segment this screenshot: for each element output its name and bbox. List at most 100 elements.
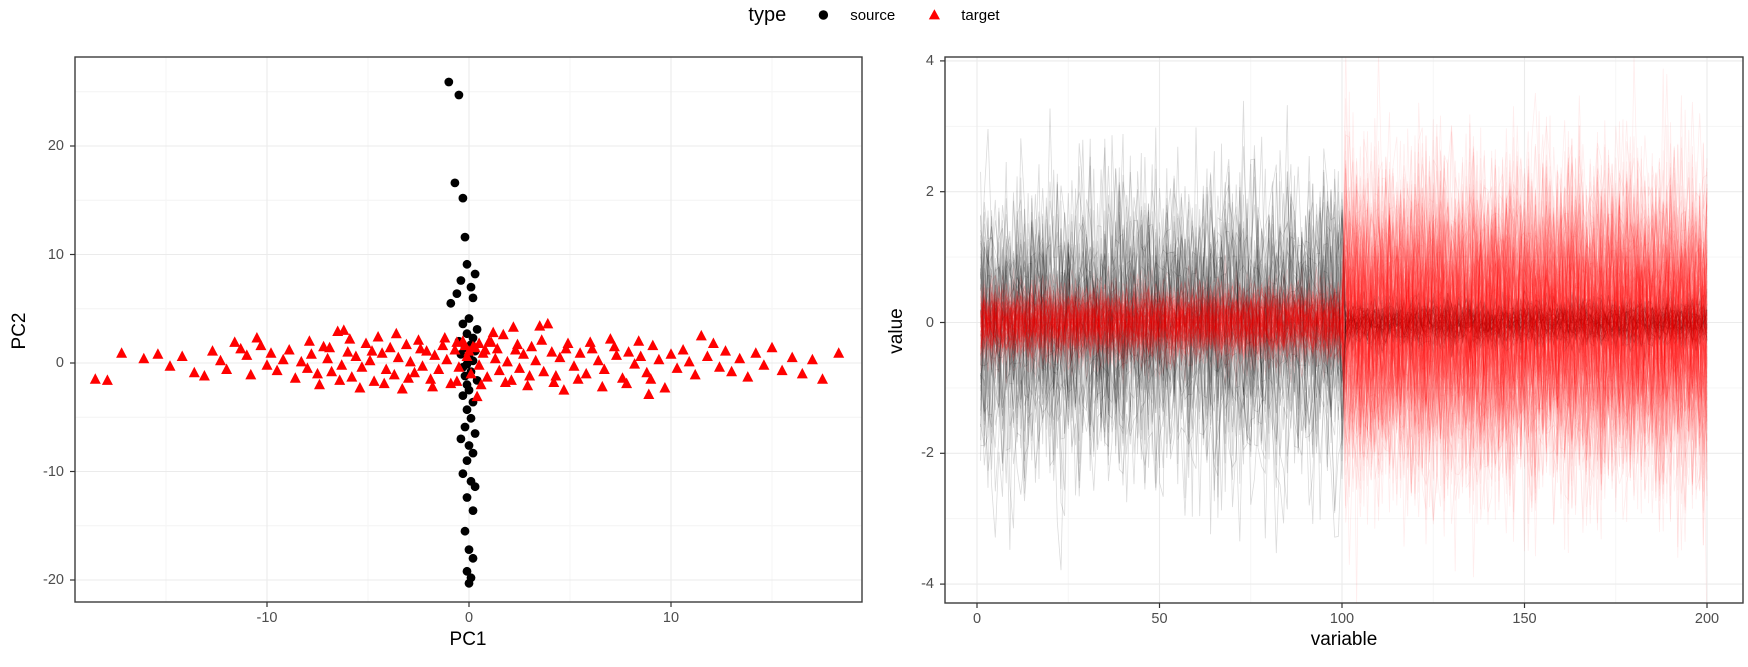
target-line [980, 112, 1708, 414]
source-line [980, 168, 1708, 474]
target-point [344, 333, 356, 344]
legend-item-target[interactable]: target [923, 4, 1000, 26]
target-line [980, 151, 1708, 433]
target-line [980, 214, 1708, 514]
target-line [980, 189, 1708, 435]
target-line [980, 144, 1708, 439]
target-point [116, 347, 128, 358]
target-point [404, 355, 416, 367]
source-point [464, 441, 474, 450]
source-line [980, 147, 1708, 456]
target-point [546, 346, 558, 357]
target-line [980, 274, 1708, 525]
source-point [458, 391, 468, 400]
target-line [980, 164, 1708, 487]
target-point [376, 347, 388, 358]
target-point [641, 366, 653, 378]
source-point [450, 178, 460, 188]
target-line [980, 156, 1708, 449]
target-point [514, 362, 525, 373]
target-point [491, 342, 503, 354]
target-line [980, 125, 1708, 428]
target-line [980, 206, 1708, 469]
target-line [980, 190, 1708, 531]
target-line [980, 174, 1708, 476]
target-point [742, 371, 754, 382]
target-point [303, 335, 315, 346]
x-tick-label: -10 [256, 610, 278, 626]
target-line [980, 148, 1708, 484]
target-line [980, 181, 1708, 529]
target-point [415, 342, 426, 354]
target-point [479, 344, 491, 355]
target-line [980, 157, 1708, 426]
target-point [176, 350, 188, 361]
target-line [980, 196, 1708, 482]
target-line [980, 149, 1708, 489]
target-point [497, 328, 509, 340]
legend-item-source[interactable]: source [812, 4, 895, 26]
target-line [980, 161, 1708, 432]
target-point [413, 334, 424, 345]
target-point [786, 351, 798, 363]
target-line [980, 183, 1708, 471]
source-line [980, 128, 1708, 445]
target-line [980, 166, 1708, 482]
target-line [980, 161, 1708, 420]
left-x-axis-title: PC1 [449, 629, 487, 650]
target-line [980, 184, 1708, 456]
source-line [980, 209, 1708, 554]
target-line [980, 122, 1708, 460]
source-line [980, 127, 1708, 441]
target-line [980, 151, 1707, 603]
target-line [980, 173, 1708, 501]
source-point [468, 506, 478, 515]
target-line [980, 57, 1708, 372]
target-line [980, 131, 1708, 437]
target-lines [980, 57, 1708, 603]
target-line [980, 189, 1708, 526]
target-point [421, 345, 433, 356]
y-tick-label: -2 [921, 445, 934, 462]
target-line [980, 158, 1708, 470]
y-tick-label: -10 [43, 463, 64, 480]
target-point [245, 368, 257, 380]
target-line [980, 164, 1708, 487]
target-point [750, 347, 762, 358]
target-point [425, 373, 437, 384]
target-line [980, 197, 1708, 462]
source-point [462, 493, 472, 502]
target-line [980, 212, 1708, 475]
source-point [468, 448, 478, 458]
target-line [980, 131, 1708, 412]
target-point [366, 345, 378, 356]
target-line [980, 196, 1708, 488]
target-line [980, 160, 1708, 430]
target-line [980, 136, 1708, 433]
target-line [980, 118, 1708, 418]
target-line [980, 144, 1708, 502]
profiles-line-panel [944, 56, 1744, 604]
source-point [460, 232, 470, 242]
target-point [695, 329, 707, 341]
target-point [289, 372, 301, 383]
target-point [714, 361, 725, 372]
target-line [980, 157, 1708, 470]
target-point [207, 345, 218, 356]
target-line [980, 200, 1708, 466]
target-point [459, 339, 471, 351]
target-point [392, 351, 404, 363]
target-point [524, 370, 536, 381]
target-line [980, 153, 1708, 418]
source-point [458, 193, 468, 203]
target-line [980, 217, 1708, 514]
target-line [980, 175, 1708, 509]
target-point [493, 364, 505, 376]
x-tick-label: 100 [1329, 611, 1355, 627]
target-line [980, 186, 1708, 509]
target-line [980, 238, 1708, 578]
target-line [980, 57, 1708, 501]
target-line [980, 264, 1708, 540]
target-line [980, 186, 1708, 504]
target-line [980, 157, 1708, 481]
